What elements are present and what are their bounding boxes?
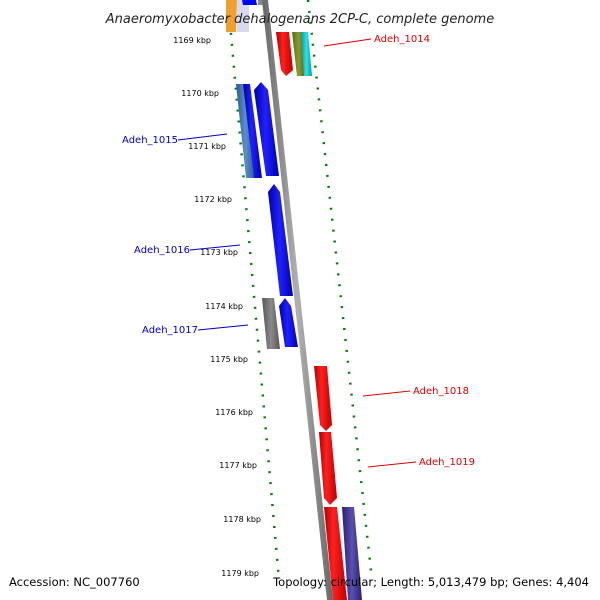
gene-top-blue — [242, 0, 257, 5]
gene-adeh-1017[interactable] — [279, 298, 298, 347]
gene-label-adeh-1016[interactable]: Adeh_1016 — [134, 245, 190, 256]
tick-label: 1174 kbp — [205, 302, 243, 311]
gene-purple[interactable] — [342, 507, 362, 600]
leader-adeh-1015 — [177, 133, 228, 141]
gene-adeh-1017-gray[interactable] — [262, 298, 280, 349]
accession-text: Accession: NC_007760 — [9, 575, 140, 589]
gene-adeh-1015b[interactable] — [254, 82, 279, 176]
gene-adeh-1019[interactable] — [319, 432, 337, 505]
leader-adeh-1019 — [367, 461, 417, 468]
inner-tick-rail — [226, 0, 281, 581]
gene-label-adeh-1014[interactable]: Adeh_1014 — [374, 34, 430, 45]
tick-label: 1178 kbp — [223, 515, 261, 524]
gene-adeh-1018[interactable] — [314, 366, 332, 431]
gene-cyan[interactable] — [301, 32, 312, 76]
tick-label: 1176 kbp — [215, 408, 253, 417]
tick-label: 1172 kbp — [194, 195, 232, 204]
tick-labels: 1169 kbp 1170 kbp 1171 kbp 1172 kbp 1173… — [173, 36, 261, 578]
tick-label: 1169 kbp — [173, 36, 211, 45]
map-title: Anaeromyxobacter dehalogenans 2CP-C, com… — [105, 12, 494, 27]
gene-top-orange — [226, 0, 237, 32]
leader-adeh-1018 — [362, 390, 411, 397]
gene-top-gray — [258, 0, 263, 5]
leader-adeh-1017 — [197, 324, 249, 331]
leader-adeh-1014 — [323, 38, 372, 47]
gene-adeh-1015-steel[interactable] — [236, 84, 255, 178]
tick-label: 1179 kbp — [221, 569, 259, 578]
gene-adeh-1015[interactable] — [243, 84, 262, 178]
gene-adeh-1014[interactable] — [276, 32, 293, 76]
leader-adeh-1016 — [189, 244, 241, 251]
gene-label-adeh-1018[interactable]: Adeh_1018 — [413, 386, 469, 397]
gene-label-adeh-1019[interactable]: Adeh_1019 — [419, 457, 475, 468]
gene-top-lavender — [237, 0, 249, 32]
tick-label: 1173 kbp — [200, 248, 238, 257]
genome-summary-text: Topology: circular; Length: 5,013,479 bp… — [272, 575, 589, 589]
tick-label: 1171 kbp — [188, 142, 226, 151]
genome-backbone — [262, 0, 333, 600]
gene-forward-bottom[interactable] — [324, 507, 347, 600]
gene-label-adeh-1015[interactable]: Adeh_1015 — [122, 135, 178, 146]
gene-label-adeh-1017[interactable]: Adeh_1017 — [142, 325, 198, 336]
tick-label: 1170 kbp — [181, 89, 219, 98]
tick-label: 1177 kbp — [219, 461, 257, 470]
gene-adeh-1016[interactable] — [268, 184, 293, 296]
tick-label: 1175 kbp — [210, 355, 248, 364]
